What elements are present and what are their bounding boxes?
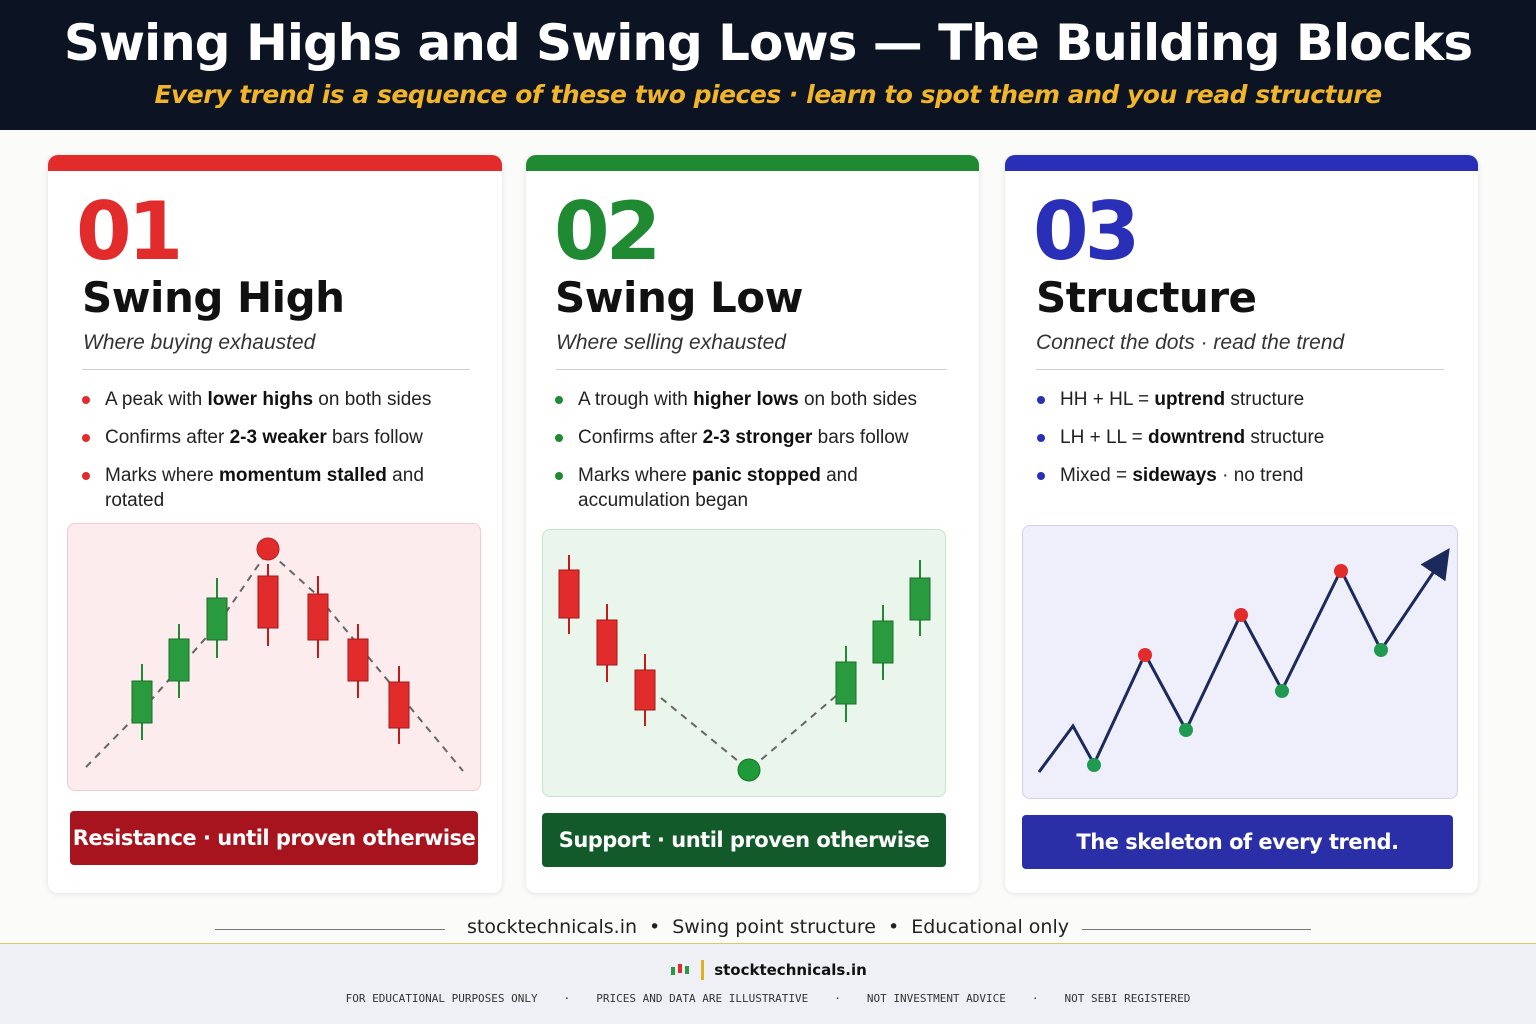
candle — [872, 605, 894, 680]
disclaimer-item: NOT SEBI REGISTERED — [1064, 992, 1191, 1005]
candle — [388, 666, 410, 744]
card-banner: Support · until proven otherwise — [542, 813, 946, 867]
divider — [556, 369, 947, 370]
card-swing-high: 01 Swing High Where buying exhausted A p… — [48, 155, 502, 893]
card-accent-bar — [48, 155, 502, 171]
higher-high-marker — [1138, 648, 1152, 662]
brand: stocktechnicals.in — [0, 960, 1536, 980]
card-banner: Resistance · until proven otherwise — [70, 811, 478, 865]
card-number: 01 — [76, 185, 183, 278]
card-title: Structure — [1036, 273, 1257, 322]
bullet-dot — [1037, 396, 1045, 404]
footer-rule-right — [1082, 929, 1311, 930]
candle — [168, 624, 190, 698]
candle — [307, 576, 329, 658]
bullet-item: HH + HL = uptrend structure — [1037, 387, 1458, 412]
lower-low-marker — [1087, 758, 1101, 772]
footer-rule-left — [215, 929, 445, 930]
bullet-dot — [555, 396, 563, 404]
footer-caption: stocktechnicals.in • Swing point structure… — [467, 916, 1069, 938]
candle — [909, 560, 931, 636]
bullet-item: Marks where momentum stalled and rotated — [82, 463, 482, 513]
higher-low-marker — [1179, 723, 1193, 737]
bullet-list: A trough with higher lows on both sides … — [555, 387, 919, 526]
footer-topic: Swing point structure — [672, 916, 876, 938]
disclaimer-item: FOR EDUCATIONAL PURPOSES ONLY — [345, 992, 538, 1005]
swing-low-marker — [737, 758, 761, 782]
candle — [558, 555, 580, 634]
card-accent-bar — [526, 155, 979, 171]
brand-name: stocktechnicals.in — [714, 961, 867, 979]
page-title: Swing Highs and Swing Lows — The Buildin… — [63, 14, 1473, 72]
card-banner: The skeleton of every trend. — [1022, 815, 1453, 869]
swing-high-illustration — [67, 523, 481, 791]
higher-high-marker — [1234, 608, 1248, 622]
bullet-item: A trough with higher lows on both sides — [555, 387, 919, 412]
divider — [82, 369, 470, 370]
divider — [1036, 369, 1444, 370]
disclaimer-item: PRICES AND DATA ARE ILLUSTRATIVE — [596, 992, 809, 1005]
card-title: Swing Low — [555, 273, 803, 322]
disclaimer-item: NOT INVESTMENT ADVICE — [866, 992, 1006, 1005]
trend-path — [660, 689, 844, 772]
disclaimer-row: FOR EDUCATIONAL PURPOSES ONLY · PRICES AND… — [345, 992, 1191, 1005]
footer-band: stocktechnicals.in FOR EDUCATIONAL PURPO… — [0, 943, 1536, 1024]
bullet-list: A peak with lower highs on both sides Co… — [82, 387, 482, 526]
page-subtitle: Every trend is a sequence of these two p… — [154, 80, 1382, 109]
bullet-item: Confirms after 2-3 weaker bars follow — [82, 425, 482, 450]
bullet-dot — [82, 434, 90, 442]
bullet-item: Marks where panic stopped and accumulati… — [555, 463, 919, 513]
card-tagline: Connect the dots · read the trend — [1036, 331, 1345, 354]
bullet-item: Confirms after 2-3 stronger bars follow — [555, 425, 919, 450]
bullet-dot — [1037, 434, 1045, 442]
bullet-dot — [555, 472, 563, 480]
bullet-item: A peak with lower highs on both sides — [82, 387, 482, 412]
bullet-list: HH + HL = uptrend structure LH + LL = do… — [1037, 387, 1458, 501]
card-number: 03 — [1033, 185, 1140, 278]
card-tagline: Where selling exhausted — [556, 331, 786, 354]
footer-note: Educational only — [911, 916, 1069, 938]
higher-low-marker — [1374, 643, 1388, 657]
candle — [347, 624, 369, 698]
candle — [206, 578, 228, 658]
swing-high-marker — [256, 537, 280, 561]
candle — [596, 604, 618, 682]
structure-illustration — [1022, 525, 1458, 799]
header: Swing Highs and Swing Lows — The Buildin… — [0, 0, 1536, 130]
footer-site: stocktechnicals.in — [467, 916, 638, 938]
brand-divider — [701, 960, 705, 980]
bullet-dot — [555, 434, 563, 442]
bullet-dot — [82, 396, 90, 404]
candle — [131, 664, 153, 740]
bullet-item: LH + LL = downtrend structure — [1037, 425, 1458, 450]
candle — [835, 646, 857, 722]
candle — [257, 564, 279, 646]
card-swing-low: 02 Swing Low Where selling exhausted A t… — [526, 155, 979, 893]
candlestick-logo-icon — [671, 964, 690, 975]
candle — [634, 654, 656, 726]
card-tagline: Where buying exhausted — [83, 331, 316, 354]
card-title: Swing High — [82, 273, 345, 322]
structure-path — [1037, 548, 1450, 773]
bullet-dot — [82, 472, 90, 480]
bullet-item: Mixed = sideways · no trend — [1037, 463, 1458, 488]
card-accent-bar — [1005, 155, 1478, 171]
card-structure: 03 Structure Connect the dots · read the… — [1005, 155, 1478, 893]
higher-low-marker — [1275, 684, 1289, 698]
card-number: 02 — [554, 185, 661, 278]
swing-low-illustration — [542, 529, 946, 797]
bullet-dot — [1037, 472, 1045, 480]
higher-high-marker — [1334, 564, 1348, 578]
